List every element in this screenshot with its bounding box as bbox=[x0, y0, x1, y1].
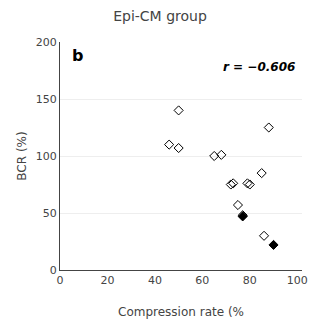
svg-text:50: 50 bbox=[43, 207, 57, 220]
svg-text:100: 100 bbox=[36, 150, 57, 163]
svg-text:BCR (%): BCR (%) bbox=[15, 131, 29, 180]
svg-text:Epi-CM group: Epi-CM group bbox=[113, 8, 207, 24]
svg-text:150: 150 bbox=[36, 93, 57, 106]
svg-text:40: 40 bbox=[148, 274, 162, 287]
svg-text:200: 200 bbox=[36, 36, 57, 49]
svg-text:60: 60 bbox=[195, 274, 209, 287]
svg-text:0: 0 bbox=[50, 264, 57, 277]
svg-text:80: 80 bbox=[243, 274, 257, 287]
svg-text:Compression rate (%: Compression rate (% bbox=[118, 305, 244, 319]
svg-text:r = −0.606: r = −0.606 bbox=[223, 60, 295, 74]
svg-text:0: 0 bbox=[57, 274, 64, 287]
svg-text:100: 100 bbox=[287, 274, 308, 287]
svg-text:b: b bbox=[72, 46, 83, 65]
svg-text:20: 20 bbox=[100, 274, 114, 287]
